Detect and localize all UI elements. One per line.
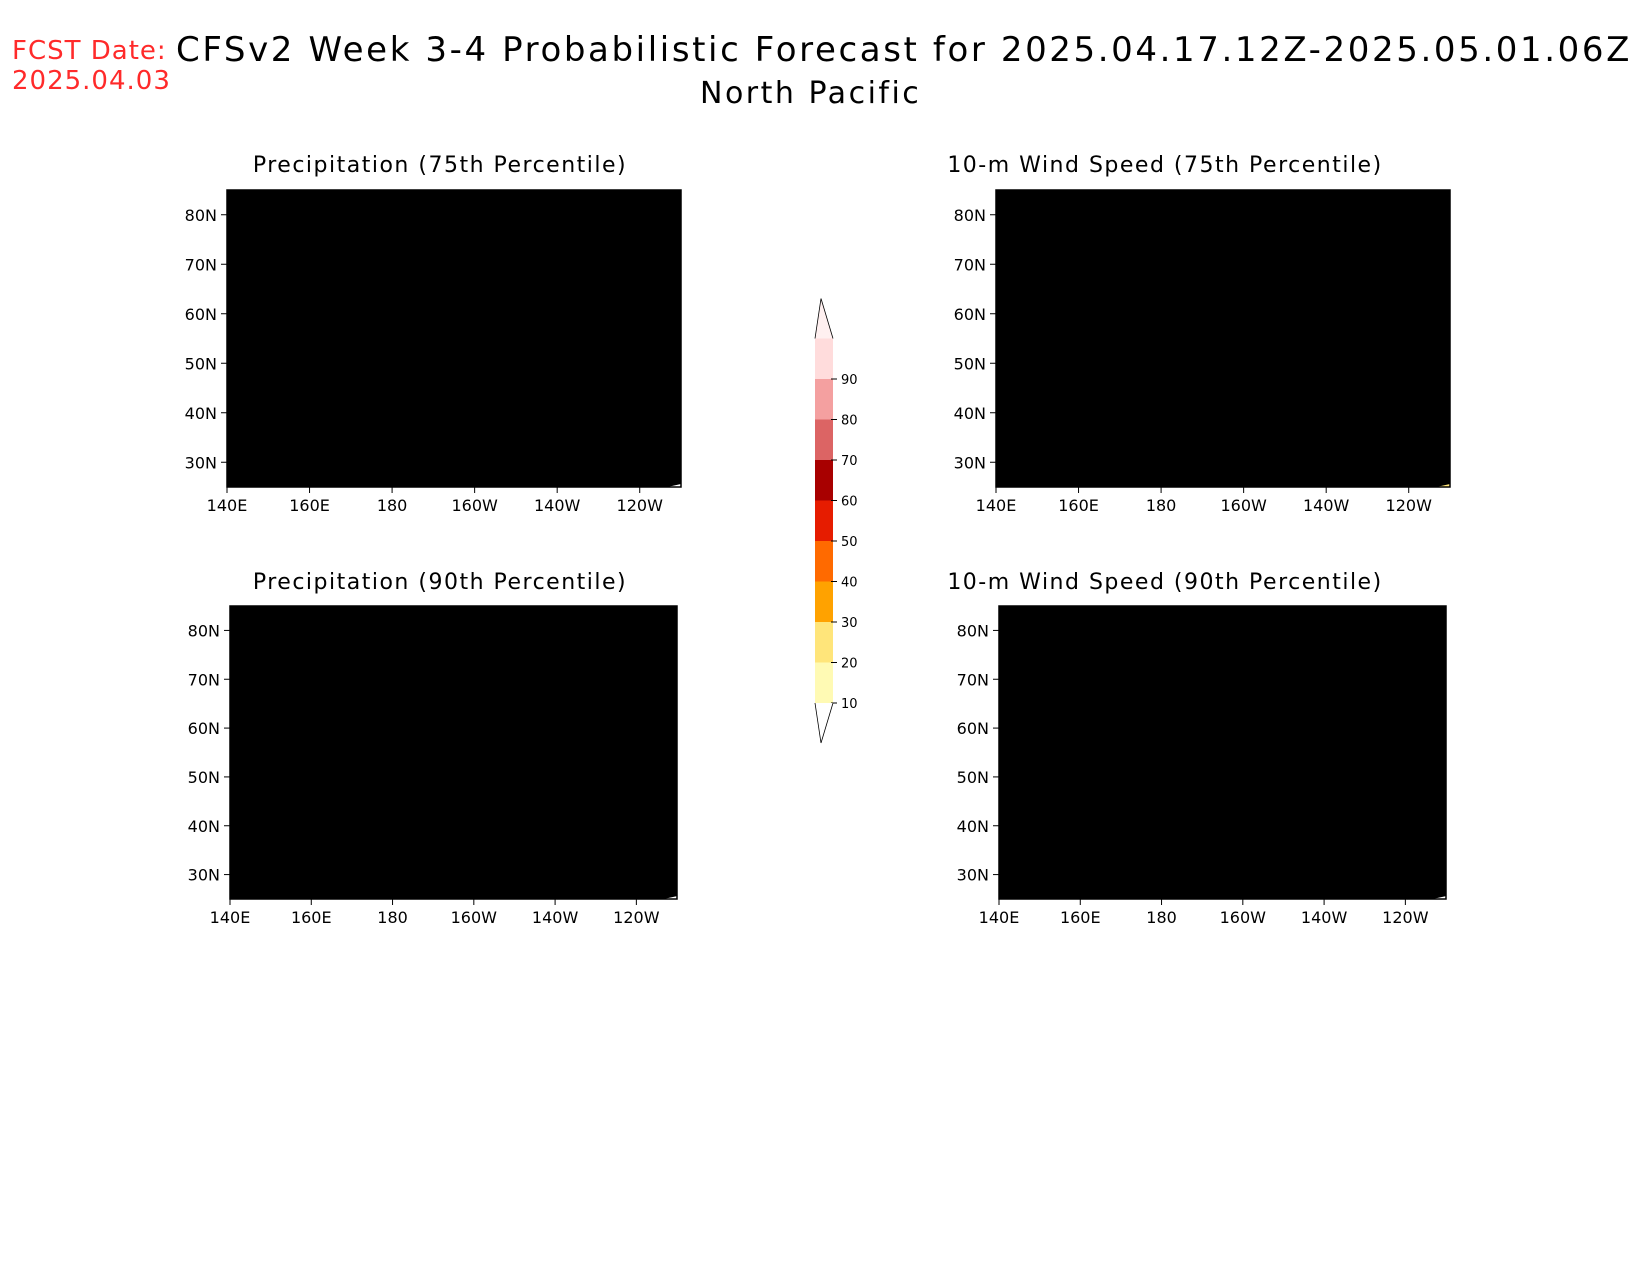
lat-label-precip-75: 70N [185, 255, 217, 274]
colorbar-label: 80 [841, 414, 858, 429]
lon-label-wind-75: 140W [1303, 496, 1350, 515]
lat-label-precip-90: 80N [188, 621, 220, 640]
colorbar-segment [815, 419, 833, 460]
lon-label-wind-90: 120W [1382, 908, 1429, 927]
lon-label-precip-75: 140E [207, 496, 248, 515]
lon-label-wind-90: 160W [1220, 908, 1267, 927]
lon-label-precip-75: 120W [617, 496, 664, 515]
colorbar-label: 50 [841, 535, 858, 550]
panel-title-wind-90: 10-m Wind Speed (90th Percentile) [947, 570, 1383, 595]
lon-label-precip-90: 140E [210, 908, 251, 927]
lon-label-wind-90: 140W [1301, 908, 1348, 927]
panel-title-precip-90: Precipitation (90th Percentile) [252, 570, 628, 595]
forecast-date-block: FCST Date: 2025.04.03 [12, 36, 171, 96]
lon-label-precip-90: 120W [613, 908, 660, 927]
colorbar-segment [815, 581, 833, 622]
map-panel-precip-75 [226, 189, 682, 488]
lat-label-wind-75: 70N [954, 255, 986, 274]
lon-label-wind-75: 160W [1220, 496, 1267, 515]
colorbar-segment [815, 460, 833, 501]
panel-title-precip-75: Precipitation (75th Percentile) [252, 153, 628, 178]
lon-label-wind-75: 180 [1146, 496, 1177, 515]
lat-label-wind-75: 60N [954, 305, 986, 324]
lat-label-wind-90: 50N [957, 768, 989, 787]
lat-label-precip-90: 70N [188, 670, 220, 689]
lat-label-wind-75: 50N [954, 354, 986, 373]
colorbar-label: 40 [841, 576, 858, 591]
colorbar-label: 20 [841, 657, 858, 672]
lat-label-precip-90: 60N [188, 719, 220, 738]
lat-label-precip-75: 30N [185, 453, 217, 472]
lat-label-wind-90: 60N [957, 719, 989, 738]
lat-label-wind-75: 40N [954, 404, 986, 423]
map-panel-wind-75 [995, 189, 1451, 488]
lat-label-precip-75: 80N [185, 206, 217, 225]
lon-label-precip-90: 180 [377, 908, 408, 927]
colorbar-label: 10 [841, 697, 858, 712]
lon-label-precip-75: 160W [451, 496, 498, 515]
lon-label-precip-90: 140W [532, 908, 579, 927]
lon-label-wind-75: 160E [1058, 496, 1099, 515]
map-axes: 80N 70N 60N 50N 40N 30N 140E 160E 180 160W 140W 120… [185, 206, 1432, 927]
lon-label-precip-75: 160E [289, 496, 330, 515]
lat-label-precip-90: 30N [188, 866, 220, 885]
lat-label-wind-90: 30N [957, 866, 989, 885]
lat-label-precip-75: 50N [185, 354, 217, 373]
colorbar-bottom-cap [814, 702, 834, 744]
panel-title-wind-75: 10-m Wind Speed (75th Percentile) [947, 153, 1383, 178]
colorbar-top-cap [814, 298, 834, 339]
lat-label-wind-90: 80N [957, 621, 989, 640]
colorbar-segment [815, 622, 833, 663]
colorbar-segment [815, 338, 833, 379]
lon-label-precip-75: 140W [534, 496, 581, 515]
lat-label-wind-75: 80N [954, 206, 986, 225]
map-panel-wind-90 [998, 605, 1447, 900]
colorbar-segment [815, 662, 833, 703]
lon-label-wind-90: 160E [1060, 908, 1101, 927]
lon-label-wind-90: 180 [1146, 908, 1177, 927]
lat-label-precip-90: 40N [188, 817, 220, 836]
colorbar-label: 90 [841, 373, 858, 388]
lat-label-wind-75: 30N [954, 453, 986, 472]
lat-label-precip-75: 40N [185, 404, 217, 423]
colorbar-label: 70 [841, 454, 858, 469]
forecast-date-value: 2025.04.03 [12, 66, 171, 96]
lon-label-precip-90: 160E [291, 908, 332, 927]
lon-label-wind-75: 120W [1386, 496, 1433, 515]
figure-subtitle: North Pacific [700, 76, 922, 111]
colorbar-label: 30 [841, 616, 858, 631]
lon-label-precip-75: 180 [377, 496, 408, 515]
lat-label-wind-90: 70N [957, 670, 989, 689]
lon-label-wind-90: 140E [979, 908, 1020, 927]
lon-label-wind-75: 140E [976, 496, 1017, 515]
lon-label-precip-90: 160W [451, 908, 498, 927]
colorbar-label: 60 [841, 495, 858, 510]
forecast-date-label: FCST Date: [12, 36, 167, 66]
colorbar-segment [815, 500, 833, 541]
lat-label-wind-90: 40N [957, 817, 989, 836]
colorbar-segment [815, 541, 833, 582]
colorbar-segment [815, 379, 833, 420]
map-panel-precip-90 [229, 605, 678, 900]
colorbar: 10 20 30 40 50 60 70 80 90 [814, 298, 858, 744]
figure-title: CFSv2 Week 3-4 Probabilistic Forecast fo… [176, 30, 1632, 70]
lat-label-precip-75: 60N [185, 305, 217, 324]
lat-label-precip-90: 50N [188, 768, 220, 787]
